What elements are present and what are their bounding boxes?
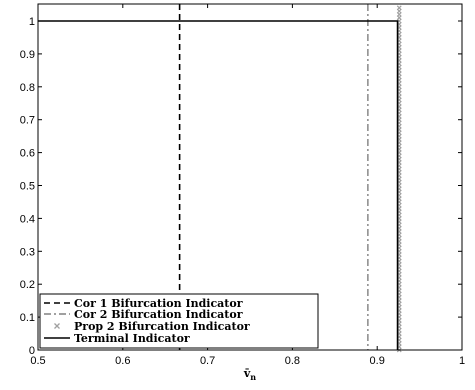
y-tick-label: 0.1: [20, 312, 35, 324]
legend-swatch-prop2: [54, 323, 60, 329]
x-tick-label: 0.8: [285, 355, 300, 367]
x-tick-label: 0.5: [30, 355, 45, 367]
y-tick-label: 0.4: [20, 213, 35, 225]
x-axis-label-main: v̄: [243, 367, 251, 380]
data-layer: [38, 4, 402, 353]
x-tick-label: 0.7: [200, 355, 215, 367]
prop2-marker: [396, 5, 402, 11]
y-tick-label: 0.5: [20, 181, 35, 193]
y-tick-label: 1: [29, 16, 35, 28]
y-tick-label: 0.6: [20, 148, 35, 160]
legend-box: [39, 293, 319, 349]
y-tick-label: 0.2: [20, 279, 35, 291]
legend-label-prop2: Prop 2 Bifurcation Indicator: [74, 320, 250, 333]
x-axis-label-subscript: n: [250, 372, 256, 382]
x-tick-label: 0.6: [115, 355, 130, 367]
terminal-indicator-line: [38, 20, 399, 350]
legend-label-terminal: Terminal Indicator: [74, 332, 190, 345]
legend-label-cor2: Cor 2 Bifurcation Indicator: [74, 308, 243, 321]
plot-area: [38, 4, 462, 350]
y-tick-label: 0.9: [20, 49, 35, 61]
y-tick-label: 0: [29, 345, 35, 357]
legend-label-cor1: Cor 1 Bifurcation Indicator: [74, 297, 243, 310]
y-tick-label: 0.3: [20, 246, 35, 258]
y-tick-label: 0.7: [20, 115, 35, 127]
x-tick-label: 0.9: [370, 355, 385, 367]
y-tick-label: 0.8: [20, 82, 35, 94]
x-axis-label: v̄n: [243, 367, 256, 382]
x-tick-label: 1: [459, 355, 465, 367]
plot-frame: [37, 3, 463, 351]
